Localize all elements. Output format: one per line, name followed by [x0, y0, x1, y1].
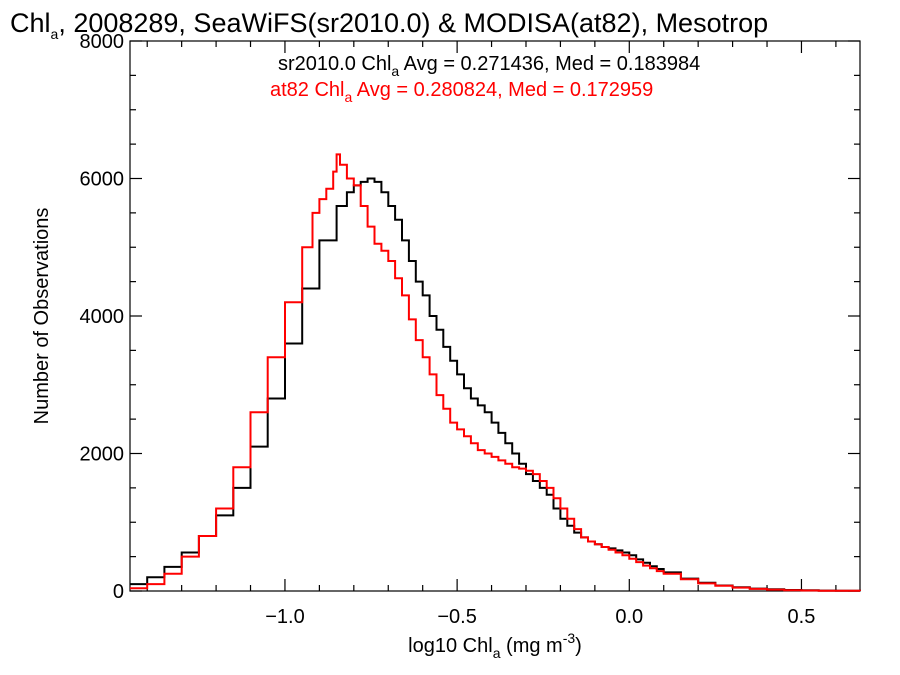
chart-title: Chla, 2008289, SeaWiFS(sr2010.0) & MODIS… — [10, 8, 768, 42]
x-tick-label: −0.5 — [437, 606, 476, 628]
y-tick-label: 6000 — [80, 169, 125, 191]
y-tick-label: 2000 — [80, 444, 125, 466]
y-tick-label: 8000 — [80, 31, 125, 53]
series-group — [130, 153, 861, 592]
series-line-at82 — [130, 153, 861, 592]
legend-entry-sr2010: sr2010.0 Chla Avg = 0.271436, Med = 0.18… — [278, 53, 700, 79]
plot-frame — [129, 40, 861, 592]
legend-entry-at82: at82 Chla Avg = 0.280824, Med = 0.172959 — [270, 79, 653, 105]
x-tick-label: 0.5 — [788, 606, 816, 628]
y-tick-label: 0 — [113, 581, 124, 603]
axis-ticks: 0 2000 4000 6000 8000 −1.0 −0.5 0.0 0.5 — [80, 31, 860, 628]
x-tick-label: 0.0 — [615, 606, 643, 628]
y-tick-label: 4000 — [80, 306, 125, 328]
series-line-sr2010-0 — [130, 177, 861, 592]
x-tick-label: −1.0 — [265, 606, 304, 628]
y-axis-label: Number of Observations — [31, 208, 53, 425]
x-axis-label: log10 Chla (mg m-3) — [408, 630, 582, 661]
